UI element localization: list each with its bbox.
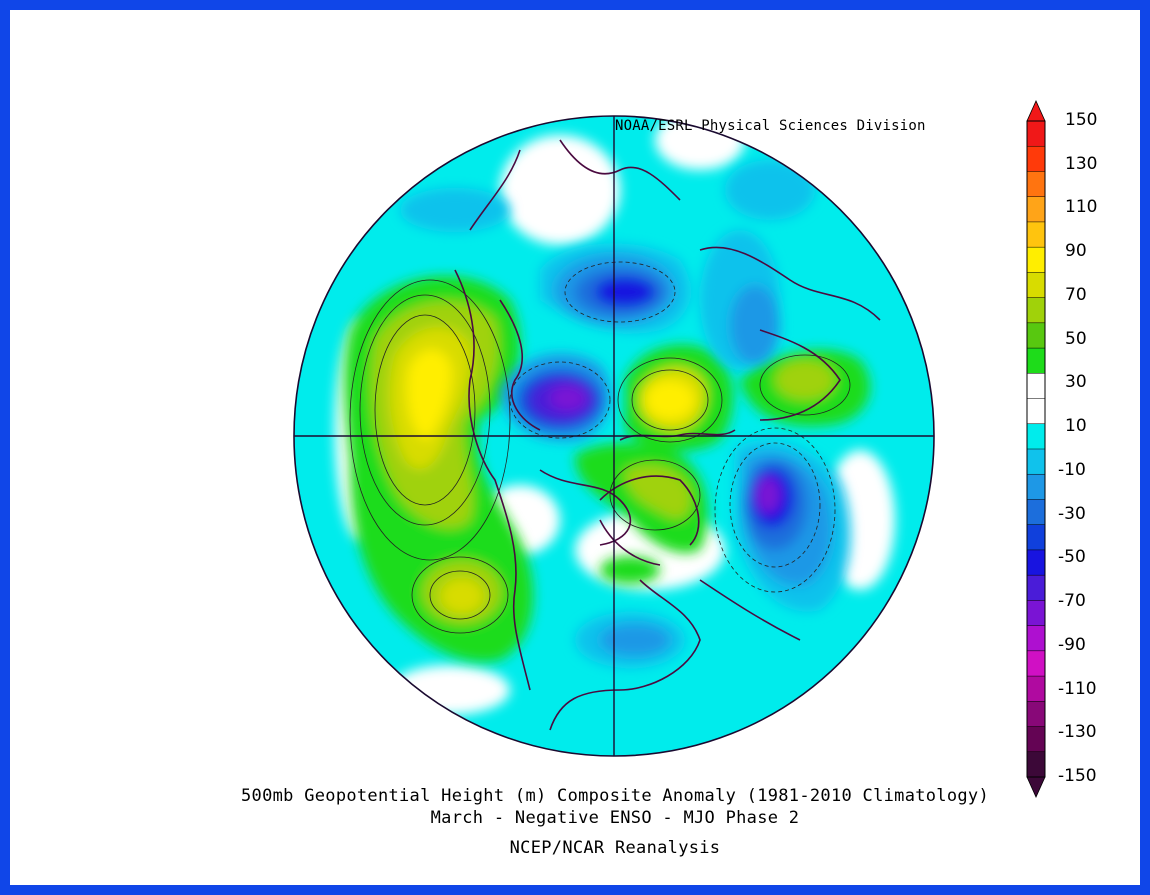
colorbar-segment (1026, 499, 1046, 526)
colorbar (1026, 100, 1046, 798)
colorbar-tick-label: -110 (1058, 678, 1097, 699)
colorbar-segment (1026, 448, 1046, 475)
colorbar-tick-label: -150 (1058, 766, 1097, 786)
colorbar-segment (1026, 398, 1046, 425)
colorbar-segment (1026, 625, 1046, 652)
coastlines (454, 139, 881, 731)
colorbar-tick-label: -50 (1058, 547, 1086, 568)
colorbar-segment (1026, 272, 1046, 299)
colorbar-tick-label: 50 (1065, 328, 1087, 349)
colorbar-segment (1026, 701, 1046, 728)
colorbar-segment (1026, 423, 1046, 450)
positive-anomaly-arctic (575, 344, 870, 584)
data-source: NCEP/NCAR Reanalysis (509, 838, 721, 858)
colorbar-segment (1026, 347, 1046, 374)
colorbar-segment (1026, 473, 1046, 501)
negative-anomalies (400, 160, 851, 668)
colorbar-tick-label: -70 (1058, 591, 1086, 612)
colorbar-tick-label: 30 (1065, 372, 1087, 393)
colorbar-tick-label: 10 (1065, 416, 1087, 437)
colorbar-segment (1026, 246, 1046, 273)
colorbar-segment (1026, 322, 1046, 349)
colorbar-tick-label: 110 (1065, 197, 1098, 218)
colorbar-segment (1026, 650, 1046, 677)
colorbar-segment (1026, 145, 1046, 173)
colorbar-segment (1026, 196, 1046, 223)
colorbar-segment (1026, 221, 1046, 248)
colorbar-segment (1026, 373, 1046, 400)
colorbar-segment (1026, 574, 1046, 601)
colorbar-segment (1026, 549, 1046, 576)
colorbar-tick-label: 70 (1065, 284, 1087, 305)
colorbar-segment (1026, 675, 1046, 702)
contour-lines (349, 261, 851, 634)
colorbar-segment (1026, 751, 1046, 778)
credit-label: NOAA/ESRL Physical Sciences Division (615, 118, 926, 134)
colorbar-tick-label: -30 (1058, 503, 1086, 524)
colorbar-frame (1026, 120, 1046, 778)
colorbar-tick-label: -10 (1058, 459, 1086, 480)
colorbar-max-arrow (1026, 100, 1046, 122)
colorbar-tick-label: 90 (1065, 241, 1087, 262)
colorbar-tick-label: 130 (1065, 153, 1098, 174)
colorbar-segment (1026, 726, 1046, 753)
colorbar-segment (1026, 120, 1046, 147)
map-subtitle: March - Negative ENSO - MJO Phase 2 (430, 808, 800, 828)
colorbar-segment (1026, 524, 1046, 551)
colorbar-segment (1026, 171, 1046, 198)
map-title: 500mb Geopotential Height (m) Composite … (241, 786, 989, 806)
colorbar-tick-label: 150 (1065, 110, 1098, 130)
colorbar-segment (1026, 297, 1046, 324)
colorbar-tick-label: -130 (1058, 722, 1097, 743)
colorbar-tick-label: -90 (1058, 634, 1086, 655)
colorbar-segment (1026, 600, 1046, 627)
